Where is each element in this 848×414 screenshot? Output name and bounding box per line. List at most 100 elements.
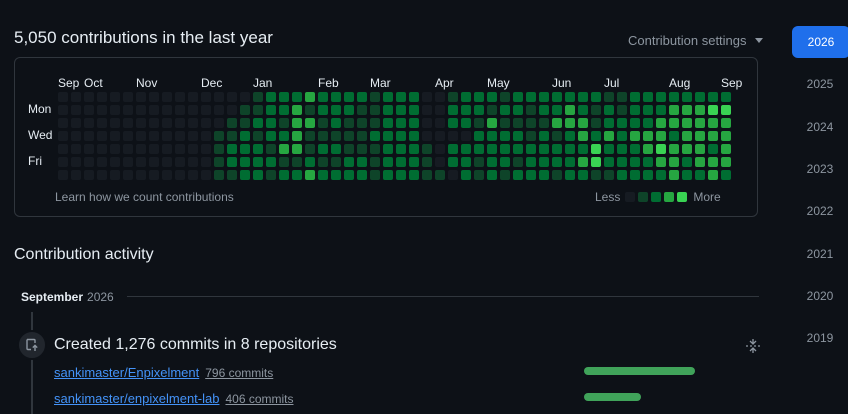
contribution-cell[interactable] [71,157,81,167]
contribution-cell[interactable] [383,118,393,128]
contribution-cell[interactable] [227,118,237,128]
contribution-cell[interactable] [162,118,172,128]
contribution-cell[interactable] [266,157,276,167]
contribution-cell[interactable] [448,144,458,154]
contribution-cell[interactable] [97,144,107,154]
contribution-cell[interactable] [175,144,185,154]
contribution-cell[interactable] [578,131,588,141]
fold-button[interactable] [745,338,761,359]
contribution-cell[interactable] [357,118,367,128]
contribution-cell[interactable] [604,118,614,128]
contribution-cell[interactable] [617,105,627,115]
contribution-cell[interactable] [162,170,172,180]
contribution-cell[interactable] [227,131,237,141]
contribution-cell[interactable] [435,92,445,102]
contribution-cell[interactable] [695,157,705,167]
contribution-cell[interactable] [513,144,523,154]
contribution-cell[interactable] [136,131,146,141]
contribution-cell[interactable] [487,105,497,115]
contribution-cell[interactable] [331,144,341,154]
contribution-cell[interactable] [669,131,679,141]
contribution-cell[interactable] [279,170,289,180]
contribution-cell[interactable] [630,157,640,167]
contribution-cell[interactable] [71,92,81,102]
contribution-cell[interactable] [435,105,445,115]
contribution-cell[interactable] [344,131,354,141]
contribution-cell[interactable] [656,170,666,180]
contribution-cell[interactable] [656,144,666,154]
contribution-cell[interactable] [721,170,731,180]
contribution-cell[interactable] [474,131,484,141]
contribution-cell[interactable] [292,157,302,167]
contribution-cell[interactable] [578,92,588,102]
contribution-cell[interactable] [695,144,705,154]
contribution-cell[interactable] [149,144,159,154]
contribution-cell[interactable] [422,131,432,141]
contribution-cell[interactable] [604,157,614,167]
contribution-cell[interactable] [500,131,510,141]
contribution-cell[interactable] [630,131,640,141]
contribution-cell[interactable] [500,157,510,167]
contribution-cell[interactable] [617,144,627,154]
contribution-cell[interactable] [110,131,120,141]
contribution-cell[interactable] [721,157,731,167]
contribution-cell[interactable] [149,118,159,128]
contribution-cell[interactable] [461,118,471,128]
contribution-cell[interactable] [487,144,497,154]
contribution-cell[interactable] [123,105,133,115]
contribution-settings-button[interactable]: Contribution settings [628,33,763,48]
contribution-cell[interactable] [357,144,367,154]
contribution-cell[interactable] [201,157,211,167]
year-2019[interactable]: 2019 [806,331,834,346]
contribution-cell[interactable] [292,131,302,141]
contribution-cell[interactable] [344,157,354,167]
contribution-cell[interactable] [318,92,328,102]
contribution-cell[interactable] [604,105,614,115]
contribution-cell[interactable] [253,105,263,115]
contribution-cell[interactable] [344,92,354,102]
contribution-cell[interactable] [357,92,367,102]
contribution-cell[interactable] [383,92,393,102]
contribution-cell[interactable] [279,157,289,167]
contribution-cell[interactable] [370,144,380,154]
contribution-cell[interactable] [682,131,692,141]
contribution-cell[interactable] [448,170,458,180]
contribution-cell[interactable] [409,170,419,180]
contribution-cell[interactable] [214,144,224,154]
contribution-cell[interactable] [708,105,718,115]
contribution-cell[interactable] [357,170,367,180]
contribution-cell[interactable] [136,105,146,115]
contribution-cell[interactable] [721,118,731,128]
contribution-cell[interactable] [227,170,237,180]
contribution-cell[interactable] [344,144,354,154]
year-2021[interactable]: 2021 [806,246,834,261]
contribution-cell[interactable] [136,92,146,102]
contribution-cell[interactable] [474,92,484,102]
contribution-cell[interactable] [578,157,588,167]
contribution-cell[interactable] [487,118,497,128]
contribution-cell[interactable] [695,118,705,128]
contribution-cell[interactable] [253,170,263,180]
contribution-cell[interactable] [643,118,653,128]
contribution-cell[interactable] [591,170,601,180]
contribution-cell[interactable] [422,170,432,180]
contribution-cell[interactable] [331,105,341,115]
contribution-cell[interactable] [279,144,289,154]
contribution-cell[interactable] [97,105,107,115]
contribution-cell[interactable] [422,105,432,115]
contribution-cell[interactable] [435,157,445,167]
contribution-cell[interactable] [175,131,185,141]
contribution-cell[interactable] [344,170,354,180]
contribution-cell[interactable] [97,170,107,180]
contribution-cell[interactable] [604,170,614,180]
contribution-cell[interactable] [526,144,536,154]
contribution-cell[interactable] [318,157,328,167]
contribution-cell[interactable] [409,118,419,128]
contribution-cell[interactable] [591,144,601,154]
contribution-cell[interactable] [617,92,627,102]
contribution-cell[interactable] [175,170,185,180]
contribution-cell[interactable] [539,105,549,115]
contribution-cell[interactable] [448,105,458,115]
contribution-cell[interactable] [188,92,198,102]
contribution-cell[interactable] [682,144,692,154]
